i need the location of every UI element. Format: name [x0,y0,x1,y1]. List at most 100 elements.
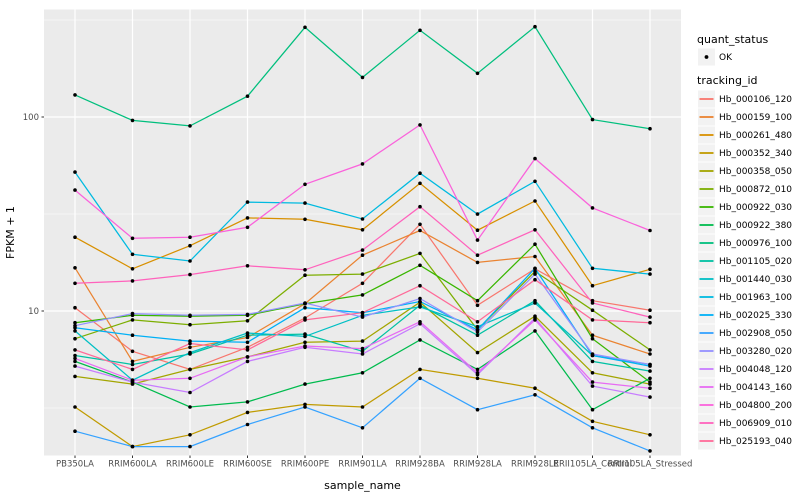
data-point [590,333,595,338]
data-point [73,93,77,97]
data-point [303,201,307,205]
data-point [418,204,422,209]
data-point [590,117,595,122]
legend-item-label: Hb_002025_330 [719,311,792,321]
data-point [245,345,250,350]
data-point [73,359,77,364]
data-point [245,359,250,364]
x-tick-label: RRIM600PE [281,460,329,470]
data-point [360,228,365,232]
data-point [533,156,537,161]
data-point [648,320,652,325]
legend-item-label: Hb_001105_020 [719,257,792,267]
data-point [73,356,77,361]
data-point [73,364,77,368]
x-tick-label: PB350LA [56,460,94,470]
data-point [130,359,135,364]
data-point [73,429,77,434]
data-point [360,346,365,351]
data-point [303,382,307,386]
data-point [130,318,135,322]
data-point [73,266,77,270]
data-point [303,344,307,348]
data-point [245,94,250,98]
legend-item-label: Hb_000106_120 [719,95,792,105]
y-tick-label: 10 [28,307,39,317]
data-point [475,333,480,338]
data-point [130,311,135,316]
data-point [648,376,652,381]
data-point [533,386,537,391]
x-tick-label: RRIM928LA [453,460,502,470]
data-point [418,228,422,233]
data-point [188,235,192,239]
data-point [245,319,250,323]
data-point [360,426,365,430]
data-point [418,181,422,186]
data-point [418,123,422,127]
x-tick-label: RRII105LA_Control [553,460,632,470]
data-point [73,348,77,352]
data-point [303,217,307,222]
data-point [188,259,192,263]
legend-item-label: Hb_006909_010 [719,419,792,429]
data-point [533,242,537,246]
data-point [648,348,652,352]
data-point [360,315,365,319]
data-point [245,200,250,204]
data-point [418,299,422,304]
data-point [188,376,192,381]
data-point [648,386,652,391]
data-point [590,380,595,384]
data-point [590,419,595,424]
data-point [533,199,537,203]
x-tick-label: RRII105LA_Stressed [608,460,693,470]
data-point [73,329,77,333]
data-point [648,315,652,319]
data-point [360,75,365,80]
data-point [73,188,77,192]
data-point [188,444,192,449]
data-point [590,206,595,210]
data-point [360,293,365,297]
data-point [360,371,365,375]
data-point [590,407,595,412]
data-point [360,248,365,252]
data-point [130,267,135,271]
data-point [130,236,135,241]
data-point [360,217,365,221]
x-tick-label: RRIM600LA [108,460,157,470]
data-point [188,367,192,372]
legend-item-label: Hb_003280_020 [719,347,792,357]
y-tick-label: 100 [23,113,39,123]
data-point [245,348,250,352]
data-point [73,281,77,286]
data-point [533,301,537,305]
data-point [245,355,250,359]
data-point [590,301,595,305]
data-point [245,264,250,268]
data-point [130,362,135,367]
data-point [418,338,422,342]
legend-item-label: Hb_001963_100 [719,293,792,303]
data-point [245,410,250,415]
data-point [533,269,537,274]
x-tick-label: RRIM600SE [223,460,272,470]
data-point [533,24,537,29]
data-point [418,171,422,175]
data-point [648,369,652,373]
data-point [648,126,652,131]
x-tick-label: RRIM901LA [338,460,387,470]
legend-item-label: Hb_000976_100 [719,239,792,249]
legend-item-label: Hb_000922_030 [719,203,792,213]
data-point [360,162,365,166]
legend-item-label-quant-status: OK [719,53,733,63]
data-point [360,349,365,354]
legend-item-label: Hb_000261_480 [719,131,792,141]
data-point [475,407,480,412]
legend-item-label: Hb_002908_050 [719,329,792,339]
data-point [533,329,537,333]
data-point [73,336,77,341]
data-point [130,367,135,372]
data-point [475,298,480,303]
